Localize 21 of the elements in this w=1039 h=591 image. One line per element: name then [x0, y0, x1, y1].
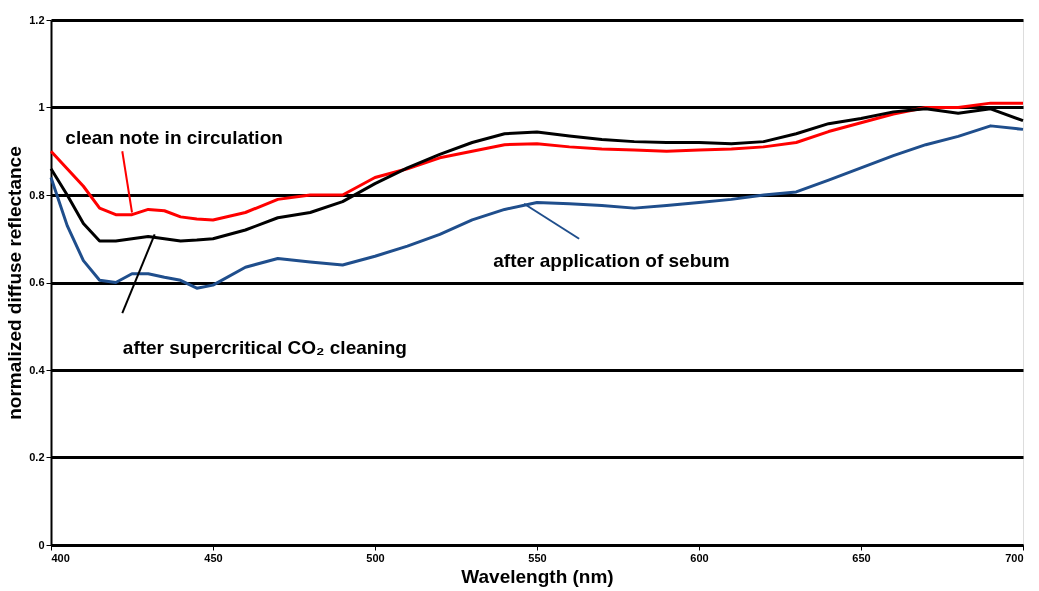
annotation: after application of sebum: [493, 249, 730, 271]
y-tick-label: 1.2: [29, 13, 45, 26]
x-axis-title: Wavelength (nm): [461, 565, 614, 587]
y-tick-label: 1: [38, 101, 45, 113]
annotation: clean note in circulation: [65, 127, 283, 149]
x-tick-label: 700: [1005, 551, 1024, 564]
x-tick-label: 600: [690, 551, 709, 564]
y-tick-label: 0.8: [29, 188, 45, 201]
y-tick-label: 0.2: [29, 451, 45, 463]
y-tick-label: 0.4: [29, 363, 46, 376]
line-series: [49, 124, 1025, 290]
x-tick-label: 650: [852, 551, 871, 564]
line-series: [49, 101, 1025, 222]
y-tick-label: 0: [38, 538, 45, 551]
y-axis-title: normalized diffuse reflectance: [4, 146, 26, 420]
annotation: after supercritical CO₂ cleaning: [122, 337, 407, 359]
x-tick-label: 400: [51, 551, 70, 564]
y-tick-label: 0.6: [29, 276, 45, 288]
x-tick-label: 550: [528, 551, 547, 564]
x-tick-label: 500: [366, 551, 385, 564]
x-tick-label: 450: [204, 551, 223, 564]
